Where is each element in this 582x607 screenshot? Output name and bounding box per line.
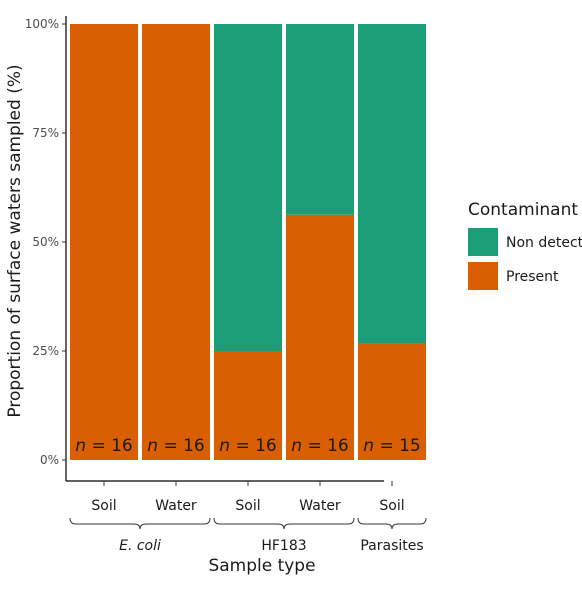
bar-present-4 [358, 343, 426, 460]
n-label-3: n = 16 [291, 436, 348, 456]
x-tick-label-3: Water [299, 498, 341, 514]
brace-1 [213, 517, 355, 530]
x-axis-title: Sample type [208, 556, 315, 576]
y-tick-label-2: 50% [32, 235, 59, 249]
bar-non-detect-2 [214, 24, 282, 351]
x-tick-label-2: Soil [235, 498, 260, 514]
x-tick-label-0: Soil [91, 498, 116, 514]
n-label-4: n = 15 [363, 436, 420, 456]
y-tick-label-0: 0% [40, 453, 59, 467]
y-tick-label-3: 75% [32, 126, 59, 140]
bar-present-3 [286, 214, 354, 460]
legend-title: Contaminant [468, 200, 578, 220]
n-label-0: n = 16 [75, 436, 132, 456]
n-label-1: n = 16 [147, 436, 204, 456]
group-label-2: Parasites [360, 538, 423, 554]
legend: Contaminant Non detect Present [468, 200, 582, 290]
bar-present-2 [214, 351, 282, 460]
y-tick-label-1: 25% [32, 344, 59, 358]
brace-2 [357, 517, 427, 530]
y-axis-title: Proportion of surface waters sampled (%) [5, 64, 25, 417]
n-label-2: n = 16 [219, 436, 276, 456]
x-tick-label-4: Soil [379, 498, 404, 514]
brace-0 [69, 517, 211, 530]
group-label-1: HF183 [261, 538, 306, 554]
group-braces: E. coli HF183 Parasites [69, 517, 427, 554]
legend-key-0 [468, 228, 498, 256]
legend-label-1: Present [506, 269, 559, 285]
bars-layer: n = 16 n = 16 n = 16 n = 16 n = 15 [70, 24, 426, 460]
bar-present-0 [70, 24, 138, 460]
bar-non-detect-3 [286, 24, 354, 215]
bar-present-1 [142, 24, 210, 460]
bar-non-detect-4 [358, 24, 426, 344]
x-tick-label-1: Water [155, 498, 197, 514]
group-label-0: E. coli [119, 538, 161, 554]
axes-layer: 0% 25% 50% 75% 100% Soil Water Soil Water Soil [25, 16, 405, 514]
y-tick-label-4: 100% [25, 17, 59, 31]
legend-label-0: Non detect [506, 235, 582, 251]
legend-key-1 [468, 262, 498, 290]
